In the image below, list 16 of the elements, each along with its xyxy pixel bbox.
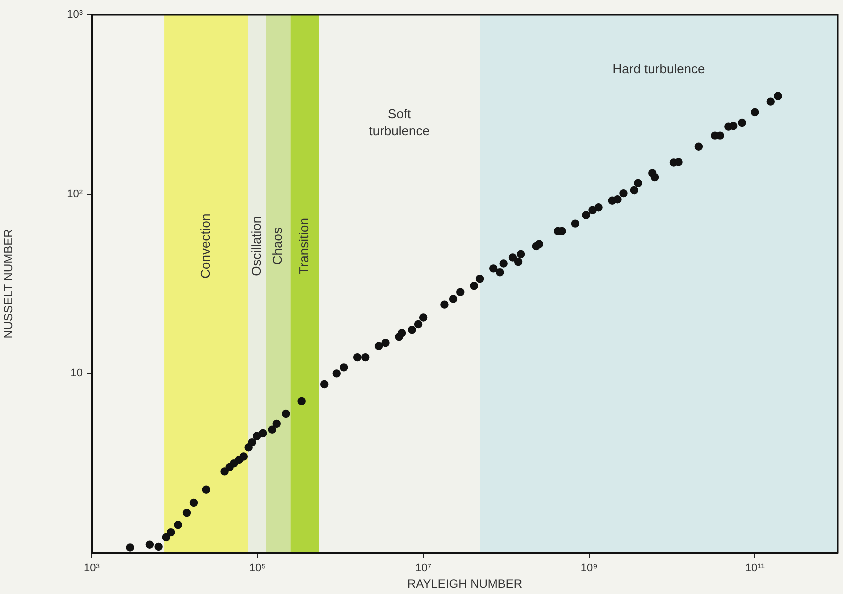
x-tick-label: 10³ (84, 562, 100, 575)
band-label: Chaos (270, 227, 286, 266)
band-label: Hard turbulence (612, 62, 706, 77)
y-tick-label: 10² (67, 188, 84, 200)
band-label: Oscillation (248, 216, 264, 276)
band-label: Transition (296, 218, 312, 275)
x-tick-label: 10⁹ (580, 562, 598, 575)
band-label: Convection (198, 214, 214, 279)
y-tick-label: 10 (70, 368, 83, 380)
x-tick-label: 10¹¹ (745, 562, 766, 575)
band-label: Soft turbulence (369, 106, 430, 139)
x-axis-title: RAYLEIGH NUMBER (407, 577, 523, 592)
x-tick-label: 10⁵ (249, 562, 266, 575)
y-axis-title: NUSSELT NUMBER (2, 228, 16, 339)
x-tick-label: 10⁷ (415, 562, 432, 575)
y-tick-label: 10³ (67, 9, 84, 22)
